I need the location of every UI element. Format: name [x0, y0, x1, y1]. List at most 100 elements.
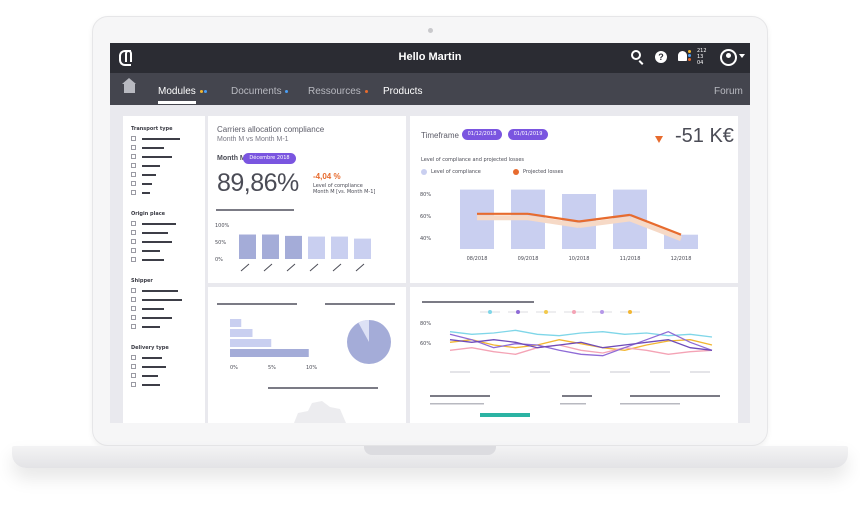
app-logo[interactable]	[119, 50, 132, 66]
series-line	[449, 339, 713, 351]
filter-checkbox[interactable]	[131, 136, 136, 141]
filter-option-label	[142, 241, 172, 243]
filter-checkbox[interactable]	[131, 364, 136, 369]
x-tick-label: 11/2018	[620, 256, 641, 262]
home-icon[interactable]	[122, 78, 136, 93]
filter-checkbox[interactable]	[131, 239, 136, 244]
table-cell	[620, 403, 680, 405]
filter-checkbox[interactable]	[131, 382, 136, 387]
active-tab-indicator	[158, 101, 196, 104]
app-screen: Hello Martin ? 212 13 04 Modules Documen…	[110, 43, 750, 423]
y-tick-label: 60%	[420, 341, 431, 347]
line-shadow-segment	[527, 215, 580, 228]
bell-icon[interactable]	[678, 51, 687, 61]
bar	[285, 235, 302, 259]
nav-products[interactable]: Products	[383, 86, 422, 97]
filter-checkbox[interactable]	[131, 324, 136, 329]
x-tick-label	[690, 371, 710, 373]
filter-checkbox[interactable]	[131, 172, 136, 177]
user-avatar[interactable]	[720, 49, 737, 66]
help-icon[interactable]: ?	[655, 51, 667, 63]
filter-option-label	[142, 259, 164, 261]
x-tick-label	[650, 371, 670, 373]
filter-checkbox[interactable]	[131, 257, 136, 262]
filter-checkbox[interactable]	[131, 306, 136, 311]
x-tick-label	[450, 371, 470, 373]
y-tick-label: 80%	[420, 321, 431, 327]
filter-checkbox[interactable]	[131, 297, 136, 302]
filter-option-label	[142, 183, 152, 185]
trend-card	[410, 287, 738, 423]
legend-swatch-losses	[513, 169, 519, 175]
nav-ressources[interactable]: Ressources	[308, 86, 368, 97]
date-to-pill[interactable]: 01/01/2019	[508, 129, 548, 140]
filter-checkbox[interactable]	[131, 288, 136, 293]
x-tick-label: 10/2018	[569, 256, 590, 262]
bar	[354, 238, 371, 259]
x-tick-label	[332, 263, 342, 272]
compliance-losses-chart: 80% 60% 40% 08/2018 09/2018 10/2018 11/2018 12/…	[420, 189, 698, 262]
notification-counts: 212 13 04	[697, 48, 707, 66]
filter-checkbox[interactable]	[131, 248, 136, 253]
legend-swatch	[516, 310, 520, 314]
table-header-cell	[430, 395, 490, 397]
chart-title: Level of compliance and projected losses	[421, 157, 525, 163]
filter-option-label	[142, 308, 164, 310]
legend-swatch	[600, 310, 604, 314]
horizontal-bar-chart: 0% 5% 10%	[230, 319, 317, 371]
filter-option-label	[142, 174, 156, 176]
filter-checkbox[interactable]	[131, 163, 136, 168]
pie-chart	[347, 320, 391, 364]
filter-checkbox[interactable]	[131, 190, 136, 195]
filter-checkbox[interactable]	[131, 145, 136, 150]
y-tick-label: 100%	[215, 223, 230, 229]
x-tick-label	[286, 263, 296, 272]
filter-checkbox[interactable]	[131, 230, 136, 235]
legend-swatch	[488, 310, 492, 314]
y-tick-label: 40%	[420, 236, 431, 242]
filter-option-label	[142, 384, 160, 386]
filter-option-label	[142, 299, 182, 301]
x-tick-label: 09/2018	[518, 256, 539, 262]
nav-documents-label: Documents	[231, 86, 282, 97]
filter-option-label	[142, 357, 162, 359]
filter-group-title: Transport type	[131, 126, 173, 132]
divider	[217, 303, 297, 305]
timeframe-label: Timeframe	[421, 131, 459, 140]
x-tick-label: 10%	[306, 365, 317, 371]
filter-checkbox[interactable]	[131, 181, 136, 186]
date-from-pill[interactable]: 01/12/2018	[462, 129, 502, 140]
filter-checkbox[interactable]	[131, 355, 136, 360]
laptop-base	[12, 446, 848, 468]
laptop-notch	[364, 446, 496, 455]
month-label: Month M	[217, 155, 246, 162]
bar	[230, 319, 242, 327]
filter-option-label	[142, 165, 160, 167]
filter-checkbox[interactable]	[131, 154, 136, 159]
x-tick-label	[530, 371, 550, 373]
month-pill[interactable]: Décembre 2018	[243, 153, 296, 164]
projected-loss-kpi: -51 K€	[675, 125, 734, 147]
series-line	[449, 339, 713, 351]
nav-forum[interactable]: Forum	[714, 86, 743, 97]
nav-documents[interactable]: Documents	[231, 86, 289, 97]
filter-option-label	[142, 317, 172, 319]
bar	[308, 236, 325, 259]
filter-checkbox[interactable]	[131, 373, 136, 378]
chevron-down-icon[interactable]	[739, 54, 745, 58]
bar	[331, 236, 348, 259]
table-row-highlight	[480, 413, 530, 417]
filter-checkbox[interactable]	[131, 315, 136, 320]
line-shadow-segment	[578, 216, 631, 228]
legend-swatch-compliance	[421, 169, 427, 175]
top-bar: Hello Martin ? 212 13 04	[110, 43, 750, 73]
trend-down-icon	[655, 136, 663, 143]
search-icon[interactable]	[631, 50, 641, 60]
table-header-cell	[630, 395, 720, 397]
nav-modules[interactable]: Modules	[158, 86, 207, 97]
x-tick-label	[240, 263, 250, 272]
bar	[230, 329, 253, 337]
filter-option-label	[142, 375, 158, 377]
filter-checkbox[interactable]	[131, 221, 136, 226]
compliance-title: Carriers allocation compliance	[217, 125, 325, 134]
